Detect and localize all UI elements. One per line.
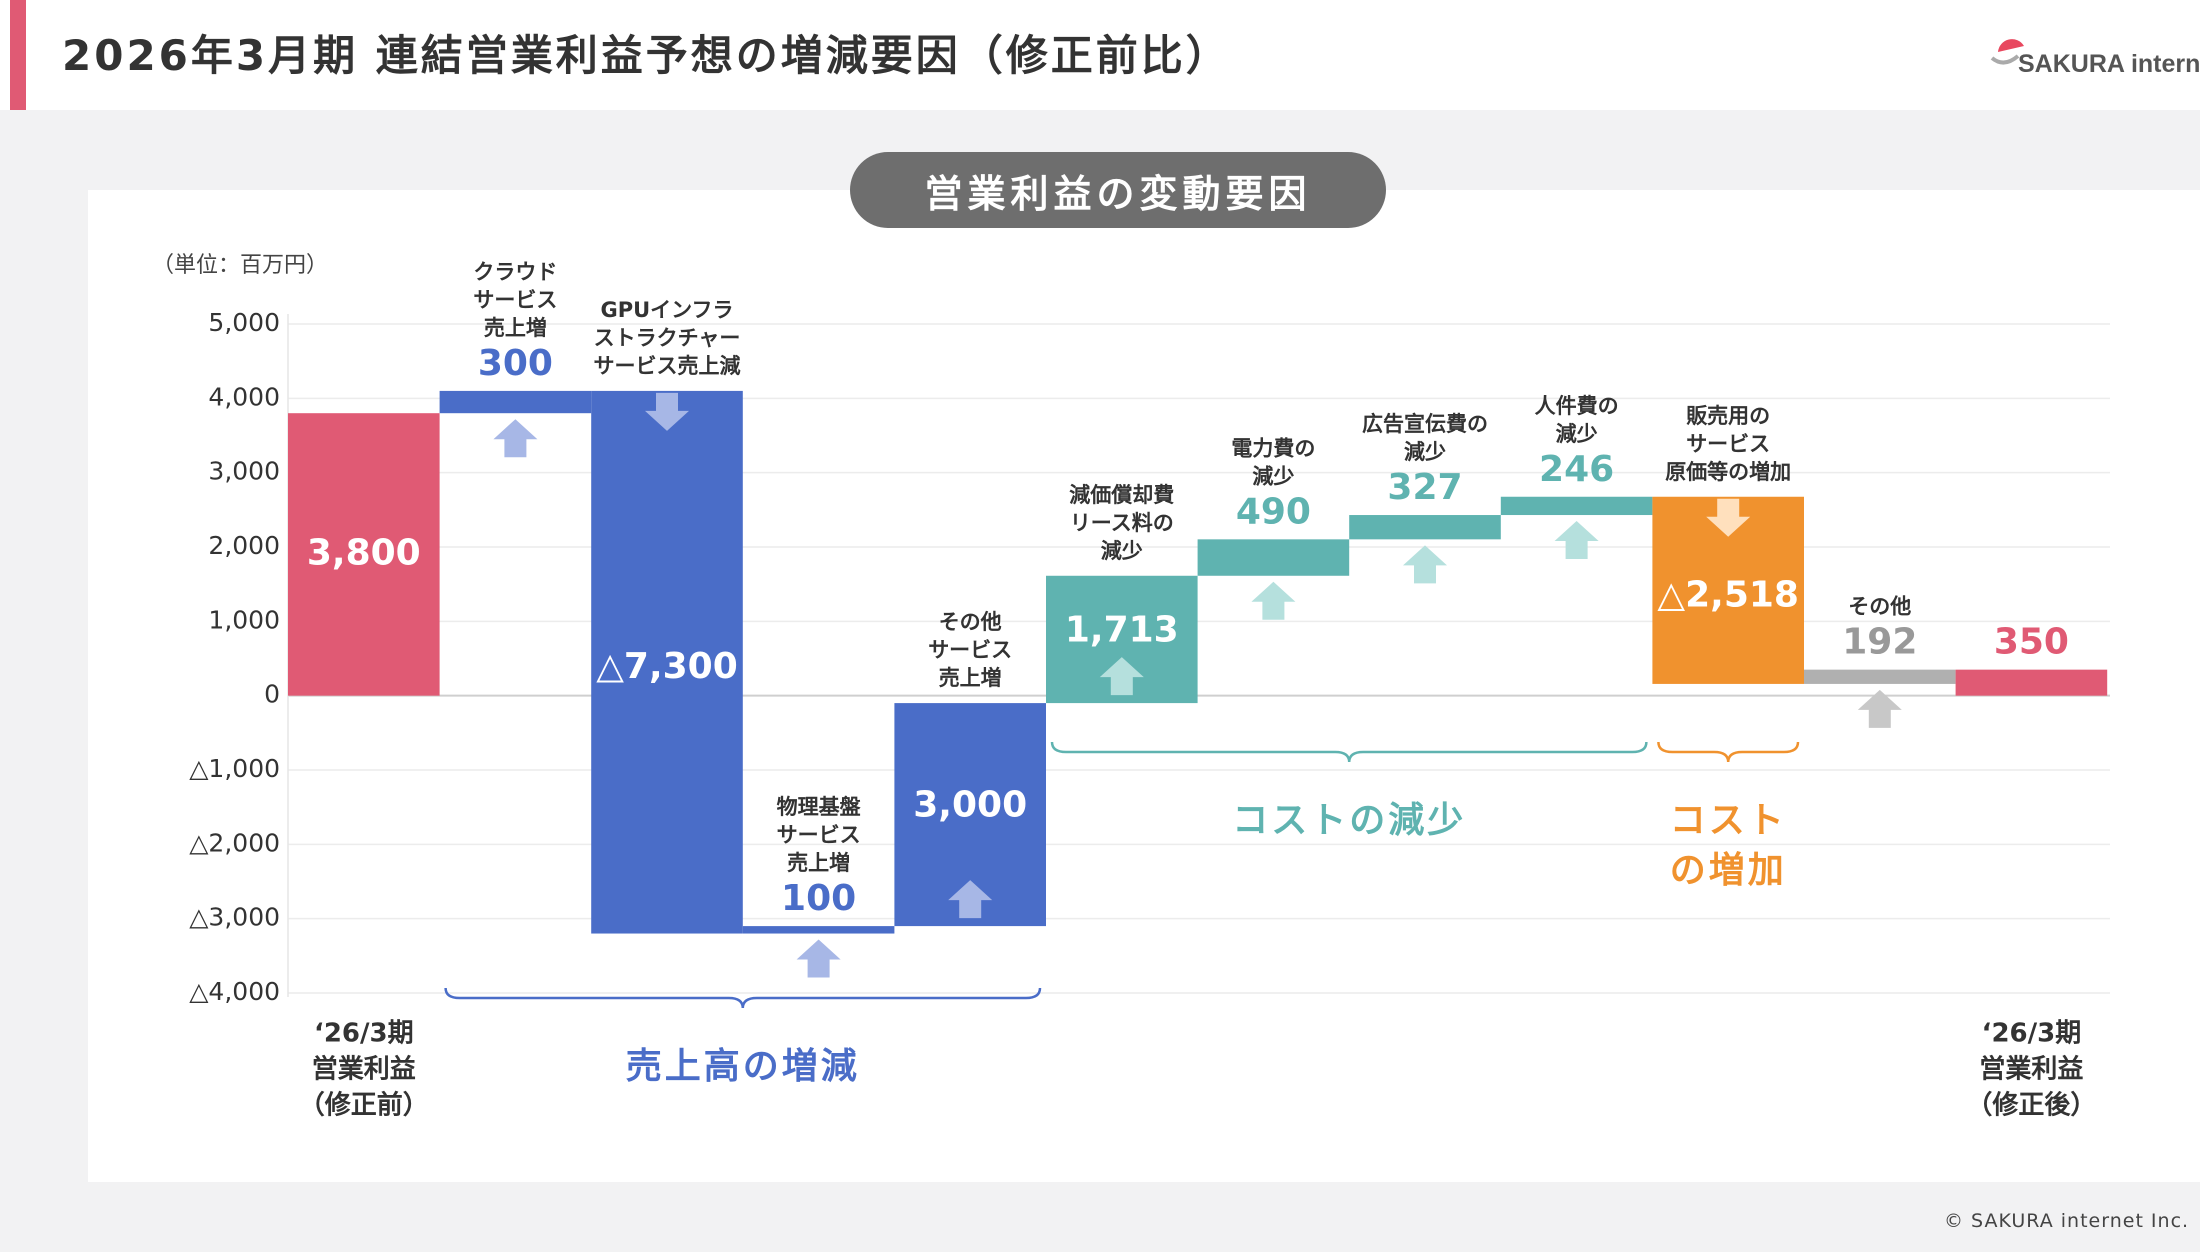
arrow-up-icon-shape [948, 880, 993, 919]
bar-8 [1349, 515, 1501, 540]
y-tick-label: 3,000 [208, 457, 280, 486]
bar-value-label: 490 [1236, 491, 1311, 532]
y-tick-label: 4,000 [208, 382, 280, 411]
group-label: コストの減少 [1232, 800, 1466, 841]
bar-description: ストラクチャー [594, 326, 741, 350]
arrow-up-icon-shape [1554, 521, 1599, 560]
title-accent-bar [10, 0, 26, 110]
bar-4 [742, 926, 895, 934]
arrow-up-icon [1403, 545, 1447, 584]
x-axis-label: ‘26/3期 [1982, 1019, 2082, 1049]
bar-value-label: 300 [478, 343, 553, 384]
bar-11 [1804, 669, 1956, 684]
y-tick-label: 1,000 [208, 605, 280, 634]
bar-description: 原価等の増加 [1665, 460, 1791, 484]
arrow-up-icon-shape [493, 419, 538, 458]
bar-description: クラウド [473, 260, 557, 284]
group-label: の増加 [1670, 850, 1787, 891]
bar-3 [591, 390, 743, 934]
chart-subtitle: 営業利益の変動要因 [850, 152, 1386, 228]
arrow-down-icon-shape [1706, 498, 1751, 537]
arrow-up-icon [493, 419, 538, 458]
page-title: 2026年3月期 連結営業利益予想の増減要因（修正前比） [62, 31, 1231, 80]
unit-label: （単位：百万円） [152, 253, 328, 278]
arrow-down-icon-shape [645, 392, 689, 431]
x-axis-label: 営業利益 [312, 1055, 416, 1085]
bar-description: サービス [1686, 432, 1770, 456]
arrow-up-icon [1554, 521, 1599, 560]
y-tick-label: △1,000 [189, 754, 280, 783]
arrow-up-icon-shape [1251, 581, 1296, 620]
bar-value-label: 3,000 [913, 785, 1027, 826]
copyright: © SAKURA internet Inc. [1944, 1210, 2190, 1232]
x-axis-label: （修正後） [1966, 1090, 2096, 1121]
arrow-up-icon [1251, 581, 1296, 620]
arrow-up-icon-shape [796, 939, 841, 978]
bar-description: サービス [777, 823, 861, 847]
bar-value-label: 100 [781, 878, 856, 919]
arrow-down-icon [645, 392, 689, 431]
bar-description: GPUインフラ [600, 298, 733, 322]
group-brace [444, 987, 1042, 1009]
bar-description: 物理基盤 [777, 795, 862, 819]
y-tick-label: 5,000 [208, 308, 280, 337]
bar-description: 人件費の [1535, 394, 1619, 418]
bar-7 [1197, 539, 1350, 576]
x-axis-label: ‘26/3期 [314, 1019, 414, 1049]
y-tick-label: △3,000 [189, 903, 280, 932]
bar-value-label: 246 [1539, 449, 1614, 490]
bar-description: サービス売上減 [594, 354, 741, 378]
bar-value-label: 327 [1387, 467, 1462, 508]
bar-description: その他 [1848, 595, 1911, 619]
bar-description: 売上増 [787, 851, 850, 875]
arrow-up-icon-shape [1403, 545, 1447, 584]
bar-description: 減少 [1556, 422, 1598, 446]
arrow-up-icon [1857, 689, 1902, 728]
y-tick-label: 2,000 [208, 531, 280, 560]
x-axis-label: 営業利益 [1979, 1055, 2083, 1085]
bar-value-label: △7,300 [596, 646, 738, 687]
bar-description: サービス [473, 288, 557, 312]
header-bar [0, 0, 2200, 110]
y-tick-label: 0 [264, 680, 280, 709]
bar-value-label: 192 [1842, 622, 1917, 663]
bar-description: 減少 [1404, 440, 1446, 464]
bar-description: 減価償却費 [1069, 483, 1174, 507]
x-axis-label: （修正前） [299, 1090, 429, 1121]
bar-description: サービス [928, 638, 1012, 662]
sakura-logo-text: SAKURA intern [2018, 50, 2200, 78]
arrow-down-icon [1706, 498, 1751, 537]
bar-12 [1955, 669, 2108, 696]
bar-description: 売上増 [484, 316, 547, 340]
arrow-up-icon [796, 939, 841, 978]
bar-value-label: △2,518 [1657, 574, 1799, 615]
arrow-up-icon-shape [1099, 657, 1144, 696]
sakura-logo: SAKURA intern [1988, 28, 2200, 88]
bar-description: 減少 [1101, 539, 1143, 563]
arrow-up-icon-shape [1857, 689, 1902, 728]
group-label: コスト [1670, 800, 1787, 841]
bar-description: リース料の [1070, 511, 1174, 535]
bar-description: 電力費の [1231, 436, 1315, 460]
bar-2 [439, 390, 592, 414]
arrow-up-icon [1099, 657, 1144, 696]
y-tick-label: △2,000 [189, 828, 280, 857]
bar-value-label: 3,800 [307, 532, 421, 573]
group-label: 売上高の増減 [626, 1046, 860, 1087]
arrow-up-icon [948, 880, 993, 919]
group-brace [1050, 741, 1648, 763]
group-brace [1657, 741, 1800, 763]
bar-description: 販売用の [1686, 404, 1770, 428]
sakura-logo-icon [1990, 39, 2024, 65]
bar-1 [288, 413, 440, 696]
bar-description: 売上増 [939, 666, 1002, 690]
y-tick-label: △4,000 [189, 977, 280, 1006]
bar-description: 広告宣伝費の [1362, 412, 1488, 436]
bar-9 [1500, 496, 1653, 516]
bar-description: その他 [939, 610, 1002, 634]
bar-value-label: 350 [1994, 622, 2069, 663]
bar-description: 減少 [1252, 464, 1294, 488]
bar-value-label: 1,713 [1065, 609, 1179, 650]
